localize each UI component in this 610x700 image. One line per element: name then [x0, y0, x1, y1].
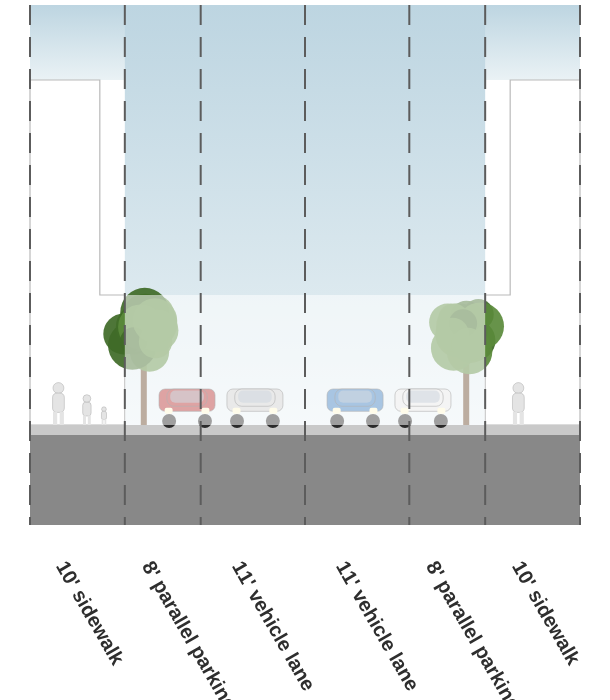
svg-point-80 — [102, 407, 107, 412]
svg-rect-5 — [30, 435, 580, 525]
svg-marker-2 — [30, 80, 125, 425]
svg-rect-83 — [105, 419, 107, 425]
svg-point-72 — [53, 383, 64, 394]
svg-rect-85 — [512, 393, 524, 412]
svg-rect-86 — [513, 412, 517, 425]
svg-rect-77 — [83, 402, 91, 416]
svg-rect-75 — [60, 412, 64, 425]
svg-point-76 — [83, 395, 91, 403]
svg-rect-81 — [101, 411, 106, 419]
svg-rect-87 — [520, 412, 524, 425]
svg-rect-74 — [53, 412, 57, 425]
svg-rect-79 — [88, 415, 91, 425]
svg-rect-73 — [53, 393, 65, 412]
svg-rect-82 — [102, 419, 104, 425]
svg-marker-3 — [485, 80, 580, 425]
svg-rect-78 — [83, 415, 86, 425]
svg-point-84 — [513, 383, 524, 394]
